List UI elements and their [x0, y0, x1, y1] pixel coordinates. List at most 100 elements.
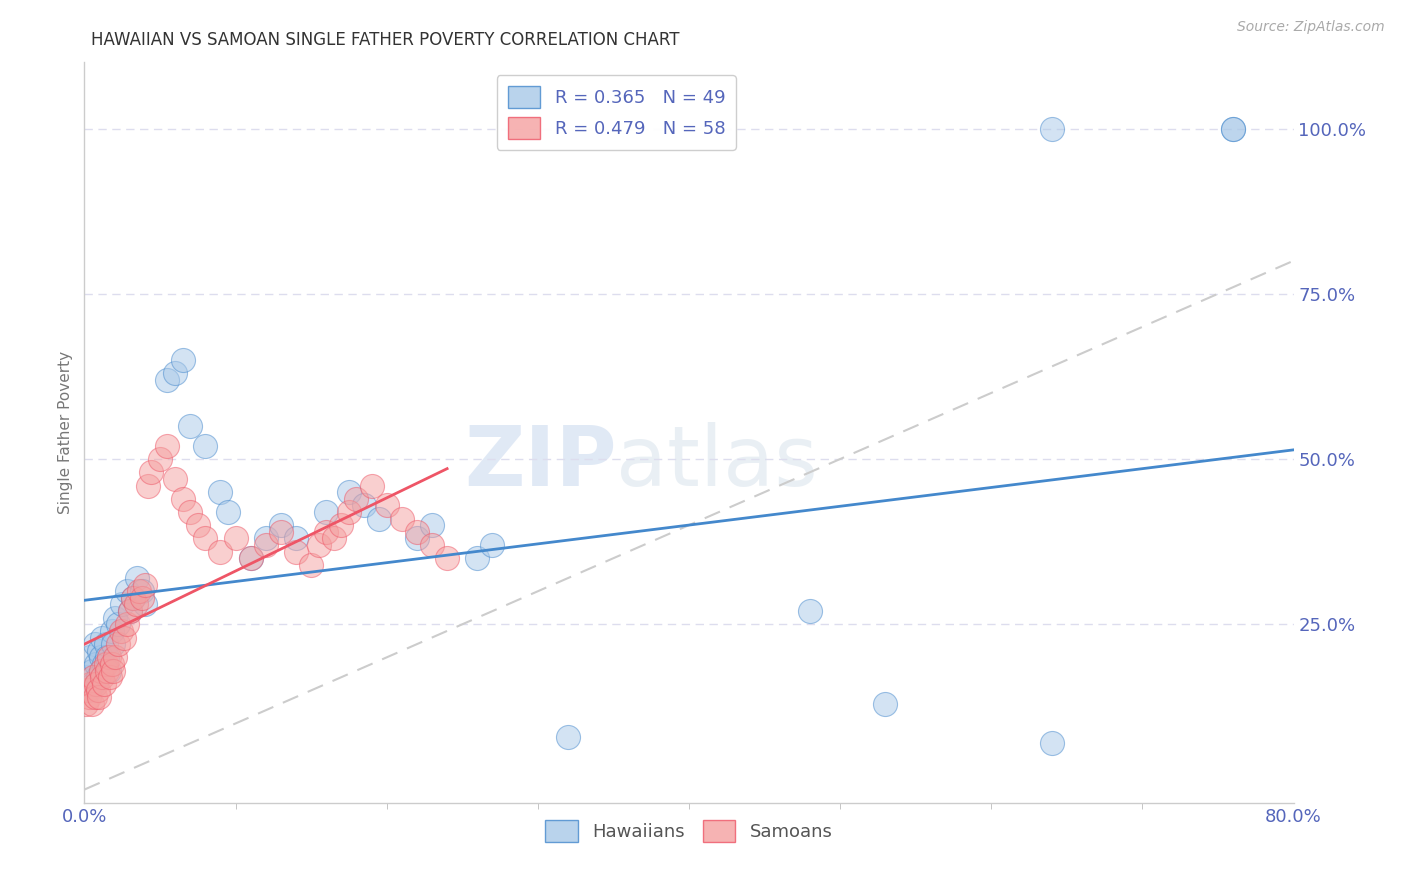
Point: [360, 478, 382, 492]
Point: [101, 637, 124, 651]
Point: [90, 650, 112, 665]
Point: [172, 491, 194, 506]
Point: [77, 690, 100, 704]
Point: [97, 664, 120, 678]
Point: [209, 485, 232, 500]
Point: [115, 584, 138, 599]
Point: [308, 538, 330, 552]
Point: [165, 472, 187, 486]
Point: [134, 598, 156, 612]
Point: [100, 624, 122, 638]
Point: [285, 544, 308, 558]
Point: [270, 518, 292, 533]
Point: [179, 505, 201, 519]
Point: [94, 637, 117, 651]
Point: [82, 670, 104, 684]
Point: [107, 637, 129, 651]
Point: [1040, 121, 1063, 136]
Point: [337, 485, 360, 500]
Point: [128, 584, 150, 599]
Point: [80, 697, 103, 711]
Point: [156, 373, 179, 387]
Point: [391, 511, 413, 525]
Point: [77, 683, 100, 698]
Point: [322, 532, 344, 546]
Point: [315, 505, 337, 519]
Point: [156, 439, 179, 453]
Point: [194, 439, 217, 453]
Point: [131, 591, 153, 605]
Point: [87, 670, 110, 684]
Point: [84, 637, 107, 651]
Point: [254, 532, 277, 546]
Point: [76, 670, 98, 684]
Point: [104, 650, 127, 665]
Point: [86, 677, 108, 691]
Text: HAWAIIAN VS SAMOAN SINGLE FATHER POVERTY CORRELATION CHART: HAWAIIAN VS SAMOAN SINGLE FATHER POVERTY…: [91, 31, 681, 49]
Point: [1222, 121, 1244, 136]
Point: [89, 644, 111, 658]
Point: [149, 452, 172, 467]
Point: [86, 657, 108, 671]
Point: [467, 551, 489, 566]
Point: [90, 664, 112, 678]
Point: [93, 677, 115, 691]
Point: [239, 551, 262, 566]
Point: [1040, 736, 1063, 750]
Point: [94, 657, 117, 671]
Point: [118, 604, 141, 618]
Point: [420, 538, 443, 552]
Point: [76, 683, 98, 698]
Point: [134, 577, 156, 591]
Point: [285, 532, 308, 546]
Point: [270, 524, 292, 539]
Point: [481, 538, 503, 552]
Point: [337, 505, 360, 519]
Point: [75, 697, 97, 711]
Point: [100, 657, 122, 671]
Point: [115, 617, 138, 632]
Point: [112, 631, 135, 645]
Point: [131, 584, 153, 599]
Point: [209, 544, 232, 558]
Point: [82, 677, 104, 691]
Point: [299, 558, 322, 572]
Legend: Hawaiians, Samoans: Hawaiians, Samoans: [538, 813, 839, 849]
Point: [101, 664, 124, 678]
Point: [436, 551, 458, 566]
Point: [93, 657, 115, 671]
Point: [225, 532, 247, 546]
Text: ZIP: ZIP: [464, 422, 616, 503]
Point: [121, 591, 143, 605]
Point: [89, 690, 111, 704]
Point: [179, 419, 201, 434]
Point: [98, 670, 121, 684]
Point: [239, 551, 262, 566]
Point: [97, 650, 120, 665]
Text: Source: ZipAtlas.com: Source: ZipAtlas.com: [1237, 20, 1385, 34]
Point: [107, 617, 129, 632]
Point: [91, 670, 114, 684]
Point: [1222, 121, 1244, 136]
Point: [79, 677, 101, 691]
Point: [96, 664, 118, 678]
Point: [79, 650, 101, 665]
Point: [96, 650, 118, 665]
Point: [799, 604, 821, 618]
Point: [121, 591, 143, 605]
Point: [125, 598, 148, 612]
Point: [91, 631, 114, 645]
Point: [194, 532, 217, 546]
Point: [330, 518, 353, 533]
Point: [368, 511, 391, 525]
Y-axis label: Single Father Poverty: Single Father Poverty: [58, 351, 73, 514]
Point: [557, 730, 579, 744]
Point: [172, 352, 194, 367]
Point: [346, 491, 368, 506]
Point: [406, 524, 429, 539]
Point: [104, 611, 127, 625]
Point: [315, 524, 337, 539]
Point: [406, 532, 429, 546]
Point: [111, 598, 134, 612]
Point: [127, 571, 149, 585]
